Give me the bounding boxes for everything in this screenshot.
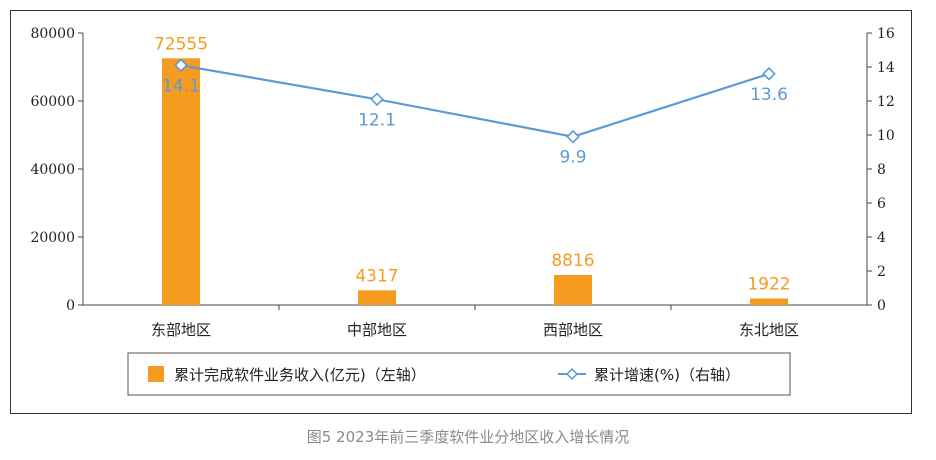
y-right-tick-label: 8 [877, 162, 886, 178]
x-tick-label: 西部地区 [543, 321, 603, 339]
y-right-tick-label: 4 [877, 230, 886, 246]
line-point [566, 129, 580, 144]
line-series [174, 58, 776, 144]
x-tick-label: 中部地区 [347, 321, 407, 339]
legend: 累计完成软件业务收入(亿元)（左轴） 累计增速(%)（右轴） [127, 352, 791, 396]
y-right-tick-label: 12 [877, 94, 895, 110]
bar-series [162, 58, 788, 305]
y-left-tick-label: 20000 [30, 230, 75, 246]
chart-axes: 0 20000 40000 60000 80000 0 2 4 6 8 10 12 14 16 东部地区 中部… [30, 26, 894, 339]
line-point [174, 58, 188, 73]
line-point [762, 67, 776, 81]
y-left-tick-label: 0 [66, 298, 75, 314]
line-value-label: 13.6 [750, 85, 788, 105]
y-left-tick-label: 60000 [30, 94, 75, 110]
line-value-label: 9.9 [559, 148, 586, 168]
y-right-tick-label: 16 [877, 26, 895, 42]
bar-value-label: 1922 [747, 274, 790, 294]
legend-line-marker [565, 367, 579, 381]
y-left-tick-label: 40000 [30, 162, 75, 178]
bar [162, 58, 200, 305]
bar [554, 275, 592, 305]
chart-frame: 0 20000 40000 60000 80000 0 2 4 6 8 10 12 14 16 东部地区 中部… [10, 10, 912, 414]
y-right-tick-label: 6 [877, 196, 886, 212]
y-right-tick-label: 2 [877, 264, 886, 280]
legend-line-label: 累计增速(%)（右轴） [594, 366, 740, 384]
growth-line [180, 64, 770, 138]
bar-value-label: 72555 [154, 34, 208, 54]
bar-value-label: 8816 [551, 251, 594, 271]
legend-box [127, 352, 791, 396]
line-value-label: 12.1 [358, 110, 396, 130]
bar [750, 298, 788, 305]
y-right-tick-label: 0 [877, 298, 886, 314]
figure-caption: 图5 2023年前三季度软件业分地区收入增长情况 [306, 428, 630, 446]
chart-svg: 0 20000 40000 60000 80000 0 2 4 6 8 10 12 14 16 东部地区 中部… [30, 26, 895, 396]
data-labels: 72555 4317 8816 1922 14.1 12.1 9.9 13.6 [154, 34, 791, 294]
bar-value-label: 4317 [355, 266, 398, 286]
legend-bar-swatch [148, 366, 164, 382]
x-tick-label: 东部地区 [151, 321, 211, 339]
y-left-tick-label: 80000 [30, 26, 75, 42]
y-right-tick-label: 14 [877, 60, 895, 76]
line-point [370, 92, 384, 107]
x-tick-label: 东北地区 [739, 321, 799, 339]
y-right-tick-label: 10 [877, 128, 895, 144]
bar [358, 290, 396, 305]
legend-bar-label: 累计完成软件业务收入(亿元)（左轴） [174, 366, 426, 384]
line-value-label: 14.1 [162, 76, 200, 96]
